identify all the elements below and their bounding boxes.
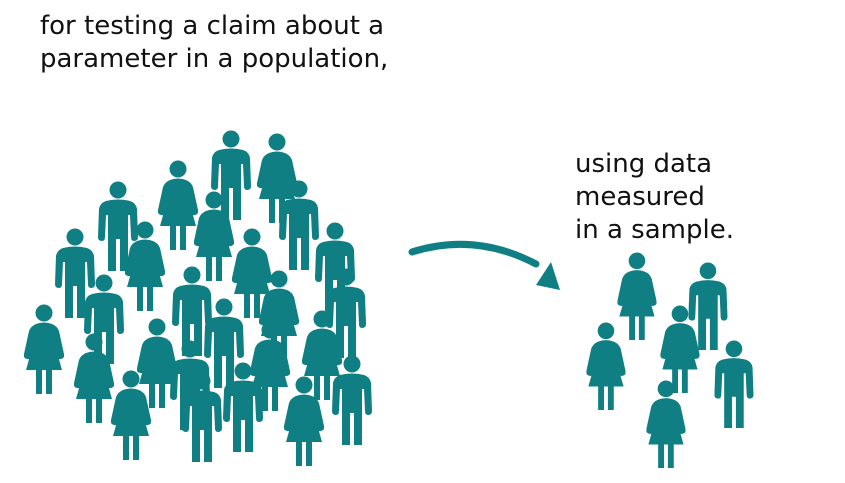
person-female-icon [586,322,626,411]
person-male-icon [714,340,754,429]
person-female-icon [158,160,198,250]
population-crowd [24,130,372,466]
person-male-icon [84,274,124,364]
population-caption: for testing a claim about a parameter in… [40,11,389,74]
person-female-icon [125,221,165,311]
person-female-icon [617,252,657,341]
person-female-icon [24,304,64,394]
person-female-icon [646,380,686,469]
sample-group [586,252,754,469]
curved-arrow-icon [408,240,560,290]
sample-caption: using data measured in a sample. [575,149,734,245]
